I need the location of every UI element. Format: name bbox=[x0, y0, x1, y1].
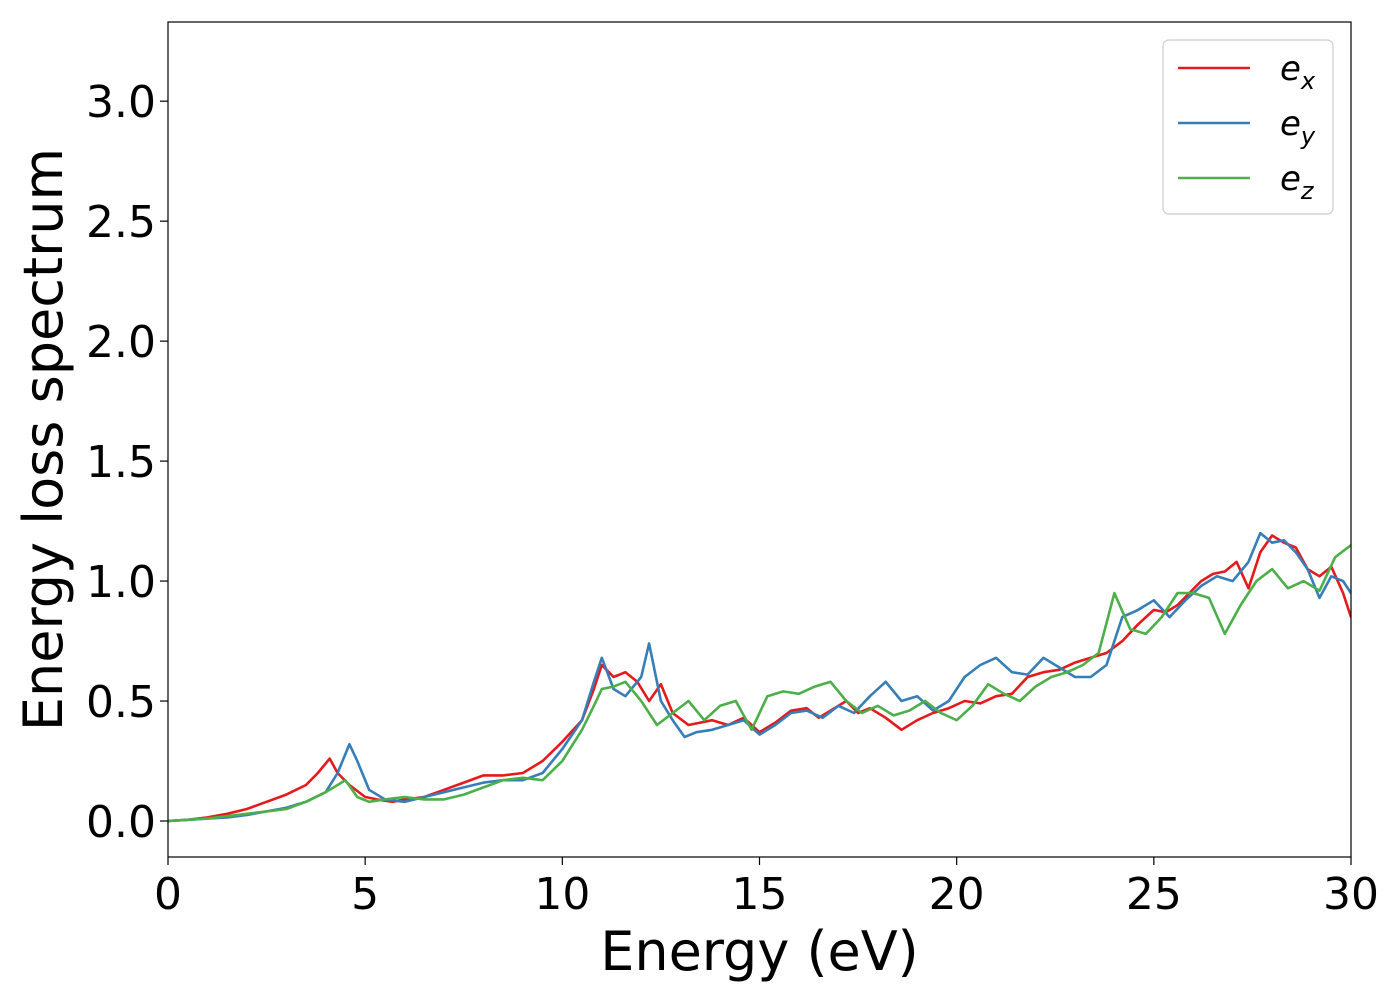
x-tick-label: 5 bbox=[351, 869, 379, 920]
series-line-y bbox=[168, 531, 1351, 823]
y-tick-label: 3.0 bbox=[86, 77, 156, 128]
legend-label-z: ez bbox=[1280, 159, 1315, 205]
x-tick-label: 30 bbox=[1323, 869, 1379, 920]
x-tick-label: 25 bbox=[1126, 869, 1182, 920]
series-line-x bbox=[168, 534, 1351, 823]
x-tick-label: 0 bbox=[154, 869, 182, 920]
x-axis-label: Energy (eV) bbox=[600, 920, 919, 983]
series-lines bbox=[168, 531, 1351, 823]
y-tick-label: 0.5 bbox=[86, 677, 156, 728]
legend-label-y: ey bbox=[1280, 104, 1316, 150]
y-tick-label: 2.5 bbox=[86, 197, 156, 248]
x-tick-label: 20 bbox=[929, 869, 985, 920]
legend: ex ey ez bbox=[1162, 39, 1334, 215]
y-tick-label: 1.0 bbox=[86, 557, 156, 608]
legend-label-x: ex bbox=[1280, 49, 1316, 95]
x-tick-label: 15 bbox=[732, 869, 788, 920]
y-tick-label: 0.0 bbox=[86, 797, 156, 848]
series-line-z bbox=[168, 543, 1351, 823]
x-tick-label: 10 bbox=[534, 869, 590, 920]
legend-box bbox=[1162, 39, 1334, 215]
y-tick-label: 1.5 bbox=[86, 437, 156, 488]
y-axis-ticks: 0.0 0.5 1.0 1.5 2.0 2.5 3.0 bbox=[86, 77, 168, 848]
y-tick-label: 2.0 bbox=[86, 317, 156, 368]
x-axis-ticks: 0 5 10 15 20 25 30 bbox=[154, 857, 1379, 920]
y-axis-label: Energy loss spectrum bbox=[12, 148, 75, 731]
